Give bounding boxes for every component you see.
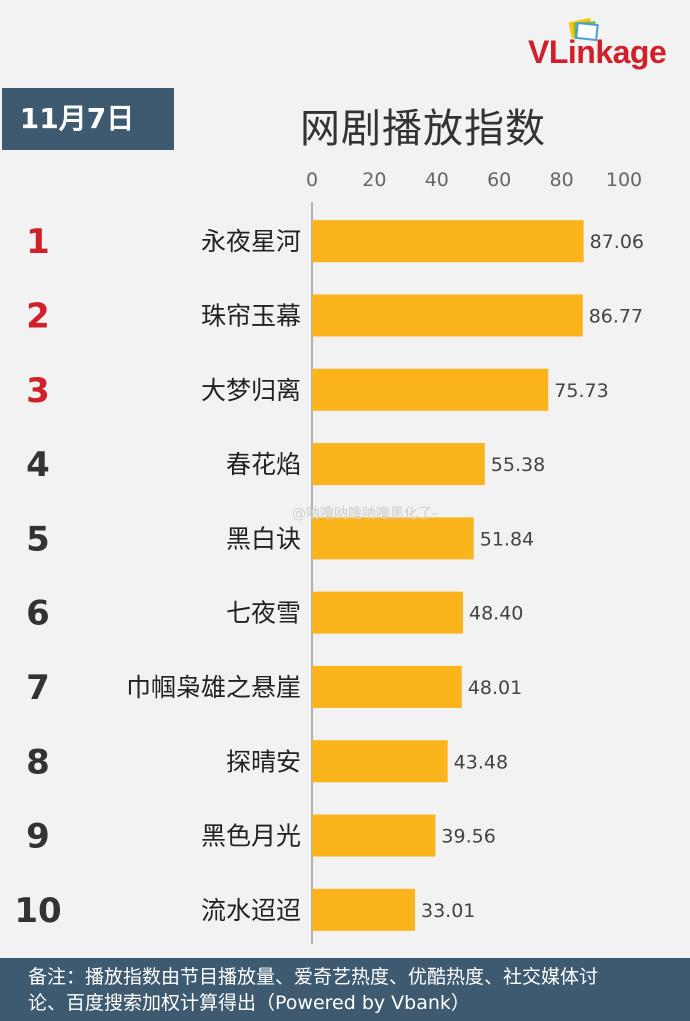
rank-label: 4 xyxy=(26,445,50,485)
value-label: 43.48 xyxy=(454,751,508,773)
bar xyxy=(312,814,436,857)
value-label: 33.01 xyxy=(421,900,475,922)
value-label: 75.73 xyxy=(554,380,608,402)
x-tick-label: 60 xyxy=(487,169,511,191)
bar xyxy=(312,220,584,263)
category-label: 黑色月光 xyxy=(201,822,301,851)
category-label: 流水迢迢 xyxy=(201,896,301,925)
vlinkage-logo: VLinkage xyxy=(528,14,688,74)
x-tick-label: 0 xyxy=(306,169,318,191)
category-label: 大梦归离 xyxy=(201,376,301,405)
bar xyxy=(312,591,464,634)
category-label: 永夜星河 xyxy=(201,227,301,256)
logo-text: VLinkage xyxy=(528,34,667,70)
chart-title: 网剧播放指数 xyxy=(300,106,546,152)
footer-note: 备注：播放指数由节目播放量、爱奇艺热度、优酷热度、社交媒体讨 论、百度搜索加权计… xyxy=(0,958,690,1021)
rank-label: 1 xyxy=(26,222,50,262)
value-label: 55.38 xyxy=(491,454,545,476)
x-tick-label: 20 xyxy=(362,169,386,191)
rank-label: 10 xyxy=(14,891,61,931)
bar xyxy=(312,443,485,486)
bar xyxy=(312,888,415,931)
x-tick-label: 40 xyxy=(425,169,449,191)
category-label: 珠帘玉幕 xyxy=(201,301,301,330)
logo-cards-icon xyxy=(568,17,599,42)
watermark: @呐噜呐噜呐噜黑化了- xyxy=(292,506,438,522)
value-label: 87.06 xyxy=(590,231,644,253)
category-label: 巾帼枭雄之悬崖 xyxy=(126,673,301,702)
footer-line-1: 备注：播放指数由节目播放量、爱奇艺热度、优酷热度、社交媒体讨 xyxy=(28,966,599,988)
bar xyxy=(312,665,462,708)
category-label: 春花焰 xyxy=(226,450,301,479)
value-label: 48.01 xyxy=(468,677,522,699)
bar xyxy=(312,517,474,560)
value-label: 48.40 xyxy=(469,603,523,625)
bar xyxy=(312,740,448,783)
x-tick-label: 80 xyxy=(550,169,574,191)
category-label: 七夜雪 xyxy=(226,599,301,628)
footer-line-2: 论、百度搜索加权计算得出（Powered by Vbank） xyxy=(28,992,470,1014)
value-label: 86.77 xyxy=(589,305,643,327)
date-banner: 11月7日 xyxy=(2,88,174,150)
rank-label: 7 xyxy=(26,668,50,708)
category-label: 黑白诀 xyxy=(226,524,301,553)
rank-label: 8 xyxy=(26,742,50,782)
value-label: 51.84 xyxy=(480,528,534,550)
rank-label: 2 xyxy=(26,296,50,336)
bar xyxy=(312,368,549,411)
category-label: 探晴安 xyxy=(226,747,301,776)
x-tick-label: 100 xyxy=(606,169,642,191)
date-label: 11月7日 xyxy=(19,102,135,135)
rank-label: 6 xyxy=(26,594,50,634)
value-label: 39.56 xyxy=(441,826,495,848)
rank-label: 5 xyxy=(26,519,50,559)
rank-label: 9 xyxy=(26,817,50,857)
rank-label: 3 xyxy=(26,371,50,411)
bar-chart: 0 20 40 60 80 100 87.06 永夜星河 1 86.77 珠帘玉幕 2 75.73 大梦归… xyxy=(14,169,644,944)
bar xyxy=(312,294,583,337)
